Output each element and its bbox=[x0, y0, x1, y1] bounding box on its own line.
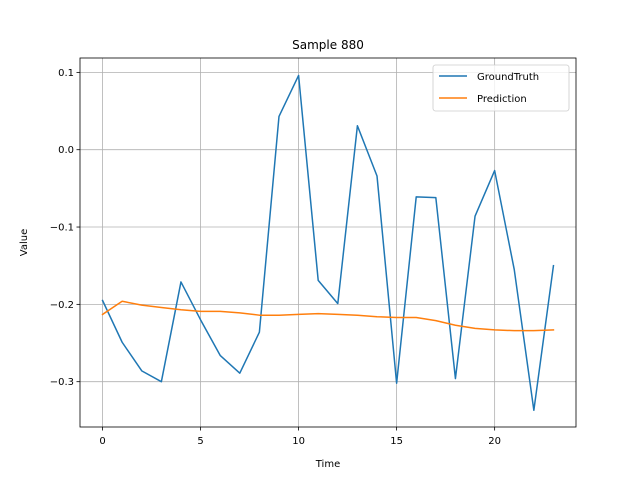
x-axis-label: Time bbox=[315, 459, 340, 470]
series-line-groundtruth bbox=[101, 74, 555, 412]
series-line-prediction bbox=[101, 300, 555, 332]
x-tick-label: 10 bbox=[292, 436, 305, 447]
chart-title: Sample 880 bbox=[292, 38, 364, 52]
legend-label-prediction: Prediction bbox=[477, 94, 527, 105]
y-tick-label: 0.1 bbox=[58, 68, 74, 79]
plot-frame bbox=[79, 57, 577, 428]
x-tick-label: 0 bbox=[99, 436, 105, 447]
legend-label-groundtruth: GroundTruth bbox=[477, 72, 539, 83]
x-tick-label: 15 bbox=[390, 436, 403, 447]
x-tick-label: 20 bbox=[488, 436, 501, 447]
y-axis: −0.3 −0.2 −0.1 0.0 0.1 bbox=[50, 68, 80, 388]
x-axis: 0 5 10 15 20 bbox=[99, 427, 501, 447]
x-tick-label: 5 bbox=[197, 436, 203, 447]
series-layer bbox=[101, 74, 555, 412]
y-tick-label: −0.1 bbox=[50, 223, 74, 234]
y-tick-label: −0.3 bbox=[50, 377, 74, 388]
y-axis-label: Value bbox=[19, 229, 30, 256]
legend[interactable]: GroundTruth Prediction bbox=[432, 64, 570, 112]
y-tick-label: 0.0 bbox=[58, 145, 74, 156]
y-tick-label: −0.2 bbox=[50, 300, 74, 311]
